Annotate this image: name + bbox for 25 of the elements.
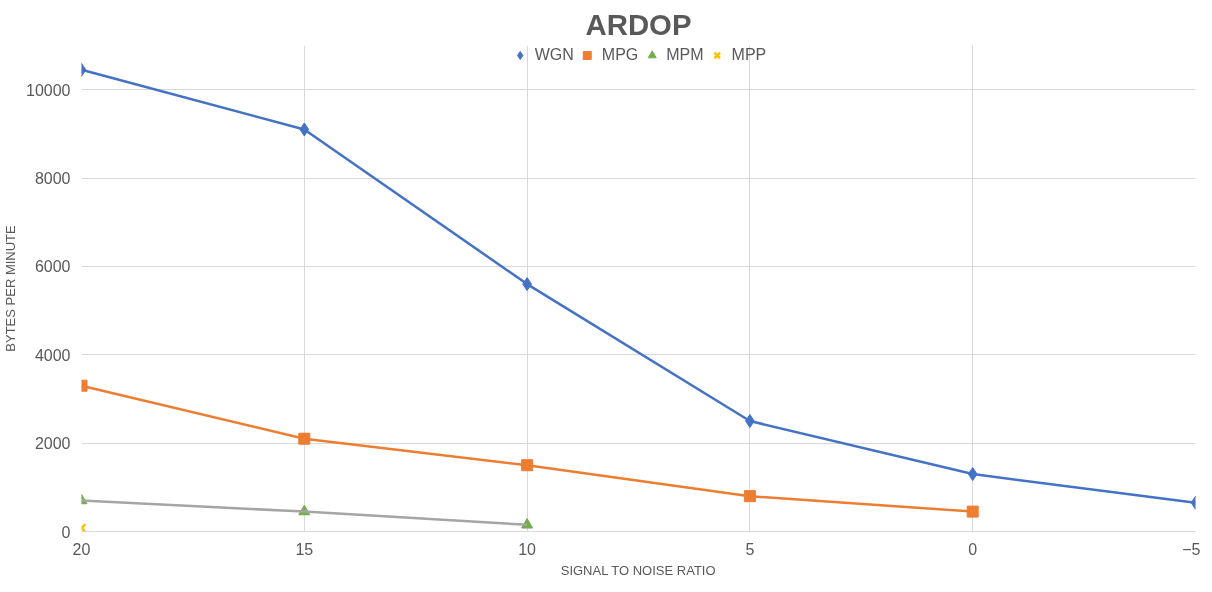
point (298, 432, 311, 445)
x-tick-label: 5 (745, 540, 755, 558)
y-tick-label: 4000 (34, 346, 71, 364)
y-tick-label: 2000 (34, 435, 71, 453)
legend-label: MPG (601, 46, 639, 64)
y-axis-title: BYTES PER MINUTE (3, 224, 19, 352)
legend-label: MPM (666, 46, 704, 64)
legend-label: MPP (731, 46, 767, 64)
point (743, 490, 756, 503)
point (967, 467, 978, 482)
point (966, 505, 979, 518)
point (521, 459, 534, 472)
y-tick-label: 6000 (34, 258, 71, 276)
y-tick-label: 8000 (34, 170, 71, 188)
x-tick-label: 15 (295, 540, 314, 558)
point (299, 122, 310, 137)
y-tick-label: 10000 (26, 81, 71, 99)
x-tick-label: 10 (518, 540, 537, 558)
x-axis-title: SIGNAL TO NOISE RATIO (560, 562, 716, 578)
chart-title: ARDOP (585, 7, 692, 41)
x-tick-label: −5 (1182, 540, 1201, 558)
x-tick-label: 0 (968, 540, 978, 558)
legend-label: WGN (534, 46, 574, 64)
x-tick-label: 20 (72, 540, 91, 558)
y-tick-label: 0 (61, 523, 71, 541)
